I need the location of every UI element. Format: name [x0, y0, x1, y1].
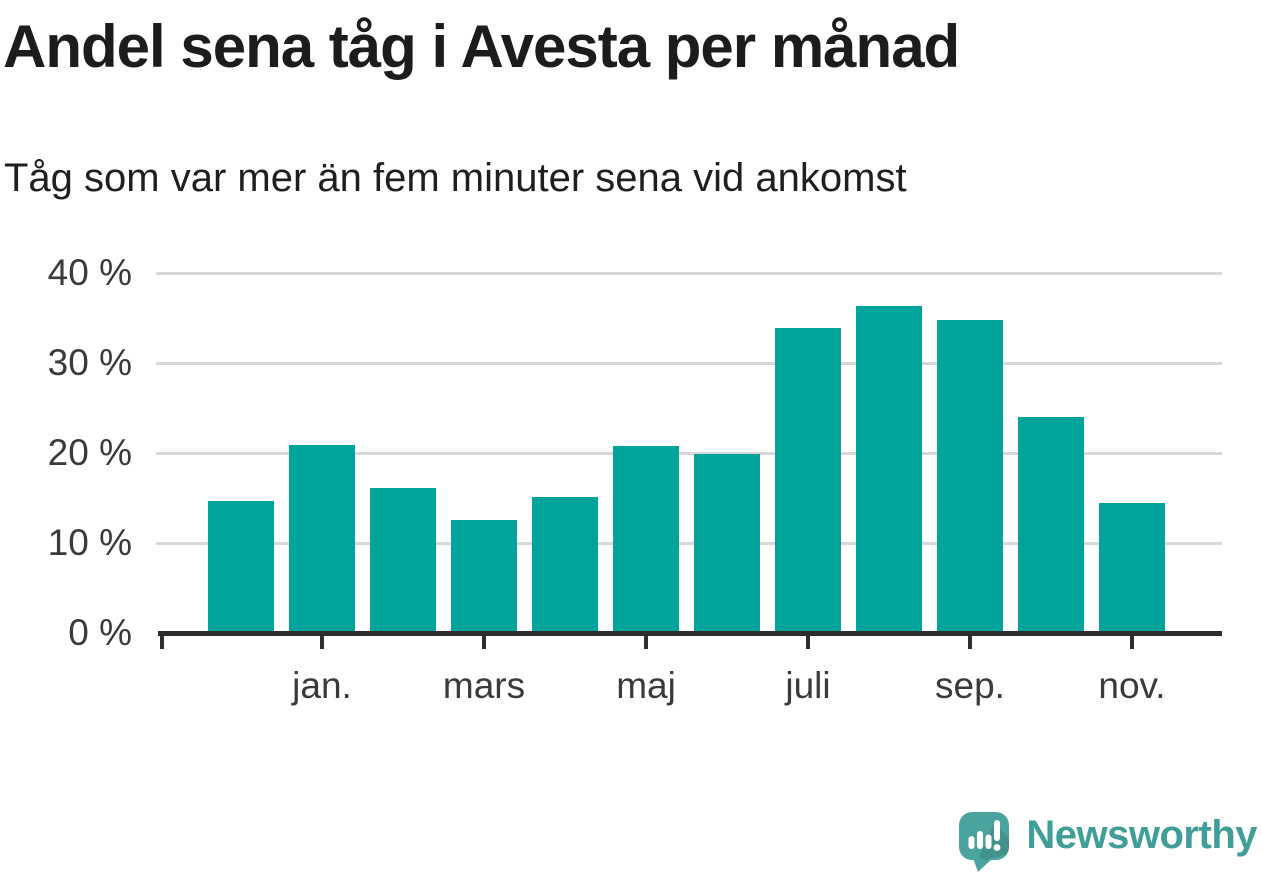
x-tick-jan.: [320, 636, 324, 649]
chart-subtitle: Tåg som var mer än fem minuter sena vid …: [4, 156, 907, 200]
x-tick-sep.: [968, 636, 972, 649]
newsworthy-logo-text: Newsworthy: [1026, 812, 1257, 857]
bar-month-4: [451, 519, 517, 633]
bar-month-12: [1099, 502, 1165, 633]
x-tick-nov.: [1130, 636, 1134, 649]
bar-month-1: [208, 500, 274, 633]
plot-area: jan. mars maj juli sep. nov.: [156, 272, 1222, 706]
y-axis-label: 20 %: [47, 432, 132, 473]
x-tick-mars: [482, 636, 486, 649]
bar-month-9: [856, 306, 922, 633]
x-axis-origin-tick: [160, 636, 164, 649]
bar-month-6: [613, 445, 679, 633]
y-axis-label: 0 %: [68, 612, 132, 653]
chart-title: Andel sena tåg i Avesta per månad: [3, 13, 960, 80]
x-tick-label-nov.: nov.: [1098, 665, 1166, 706]
newsworthy-logo: Newsworthy: [957, 810, 1257, 872]
bar-month-5: [532, 497, 598, 633]
bar-month-7: [694, 453, 760, 633]
newsworthy-logo-icon: [959, 812, 1010, 872]
x-tick-label-jan.: jan.: [292, 665, 352, 706]
y-axis-label: 30 %: [47, 342, 132, 383]
gridline-10: [156, 542, 1222, 545]
x-tick-label-maj: maj: [616, 665, 676, 706]
bar-month-11: [1018, 417, 1084, 633]
bar-month-3: [370, 488, 436, 633]
x-tick-maj: [644, 636, 648, 649]
x-tick-label-sep.: sep.: [935, 665, 1005, 706]
gridline-40: [156, 272, 1222, 275]
x-axis-line: [158, 631, 1222, 636]
bar-month-8: [775, 327, 841, 633]
y-axis-label: 40 %: [47, 252, 132, 293]
gridline-30: [156, 362, 1222, 365]
x-tick-label-mars: mars: [442, 665, 526, 706]
y-axis-label: 10 %: [47, 522, 132, 563]
gridline-20: [156, 452, 1222, 455]
x-tick-juli: [806, 636, 810, 649]
bar-month-10: [937, 319, 1003, 633]
x-tick-label-juli: juli: [785, 665, 831, 706]
bar-month-2: [289, 444, 355, 633]
